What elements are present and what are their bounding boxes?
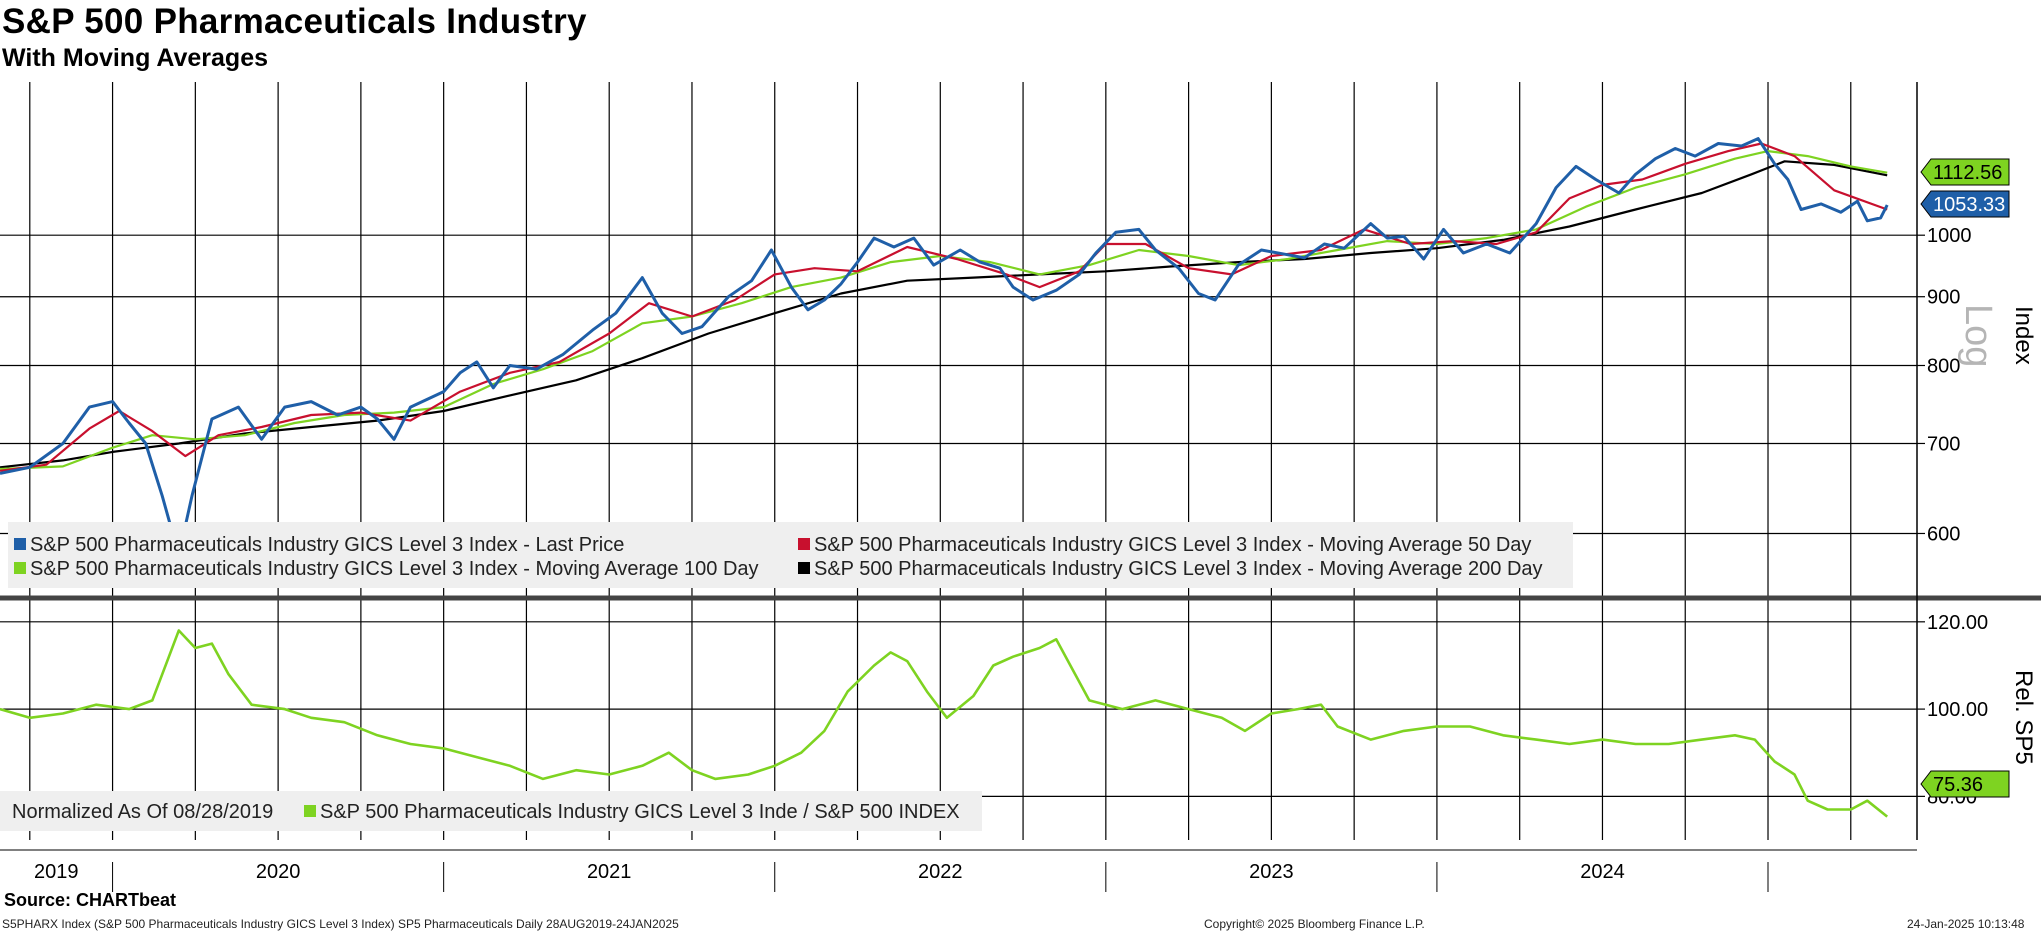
legend-item-ma50: S&P 500 Pharmaceuticals Industry GICS Le… (798, 534, 1531, 557)
footer-right: 24-Jan-2025 10:13:48 (1907, 917, 2025, 931)
upper-series-group (0, 137, 1889, 557)
y-tick-label-upper: 800 (1927, 355, 1960, 377)
end-label-relative: 75.36 (1933, 774, 1983, 796)
y-axis-title-lower: Rel. SP5 (2010, 670, 2037, 765)
legend-swatch-ma50 (798, 537, 810, 550)
legend-swatch-relative (304, 804, 316, 817)
legend-swatch-price (14, 537, 26, 550)
legend-swatch-ma100 (14, 561, 26, 574)
footer-center: Copyright© 2025 Bloomberg Finance L.P. (1204, 917, 1425, 931)
legend-label-ma200: S&P 500 Pharmaceuticals Industry GICS Le… (814, 558, 1543, 580)
end-label-ma100: 1112.56 (1933, 162, 2002, 184)
lower-series-group (0, 629, 1889, 818)
y-tick-label-upper: 600 (1927, 523, 1960, 545)
series-line-price (0, 137, 1889, 557)
legend-item-last-price: S&P 500 Pharmaceuticals Industry GICS Le… (14, 534, 624, 557)
legend-item-relative: S&P 500 Pharmaceuticals Industry GICS Le… (304, 801, 960, 824)
source-label: Source: CHARTbeat (4, 890, 177, 910)
y-tick-label-upper: 700 (1927, 433, 1960, 455)
legend-label-relative: S&P 500 Pharmaceuticals Industry GICS Le… (320, 801, 960, 823)
y-tick-label-upper: 900 (1927, 287, 1960, 309)
y-tick-label-upper: 1000 (1927, 225, 1972, 247)
legend-label-ma50: S&P 500 Pharmaceuticals Industry GICS Le… (814, 534, 1532, 556)
legend-swatch-ma200 (798, 561, 810, 574)
legend-normalized-label: Normalized As Of 08/28/2019 (12, 801, 274, 823)
end-label-price-shape (1920, 190, 2010, 218)
footer-left: S5PHARX Index (S&P 500 Pharmaceuticals I… (2, 917, 679, 931)
x-year-label: 2022 (918, 861, 963, 883)
axes-group: 600700800900100080.00100.00120.00IndexLo… (0, 82, 2041, 892)
x-year-label: 2019 (34, 861, 79, 883)
upper-legend: S&P 500 Pharmaceuticals Industry GICS Le… (8, 522, 1573, 588)
legend-item-ma200: S&P 500 Pharmaceuticals Industry GICS Le… (798, 558, 1543, 581)
series-line-ma200 (0, 160, 1888, 469)
lower-legend: Normalized As Of 08/28/2019 S&P 500 Phar… (0, 791, 982, 831)
end-label-ma100-shape (1920, 158, 2010, 186)
chart-title: S&P 500 Pharmaceuticals Industry (2, 2, 587, 41)
x-year-label: 2024 (1580, 861, 1625, 883)
y-tick-label-lower: 100.00 (1927, 699, 1988, 721)
series-line-ma50 (0, 142, 1888, 472)
legend-label-ma100: S&P 500 Pharmaceuticals Industry GICS Le… (30, 558, 759, 580)
y-axis-title-upper: Index (2010, 306, 2037, 365)
end-label-price: 1053.33 (1933, 194, 2005, 216)
grid-lines (0, 82, 1917, 840)
x-year-label: 2020 (256, 861, 301, 883)
legend-label-price: S&P 500 Pharmaceuticals Industry GICS Le… (30, 534, 625, 556)
chart-subtitle: With Moving Averages (2, 44, 269, 72)
x-year-label: 2023 (1249, 861, 1294, 883)
y-axis-watermark: Log (1957, 304, 1999, 367)
legend-item-ma100: S&P 500 Pharmaceuticals Industry GICS Le… (14, 558, 759, 581)
series-line-ma100 (0, 150, 1888, 471)
x-year-label: 2021 (587, 861, 632, 883)
y-tick-label-lower: 120.00 (1927, 612, 1988, 634)
series-line-relative (0, 629, 1889, 818)
end-label-relative-shape (1920, 770, 2010, 798)
